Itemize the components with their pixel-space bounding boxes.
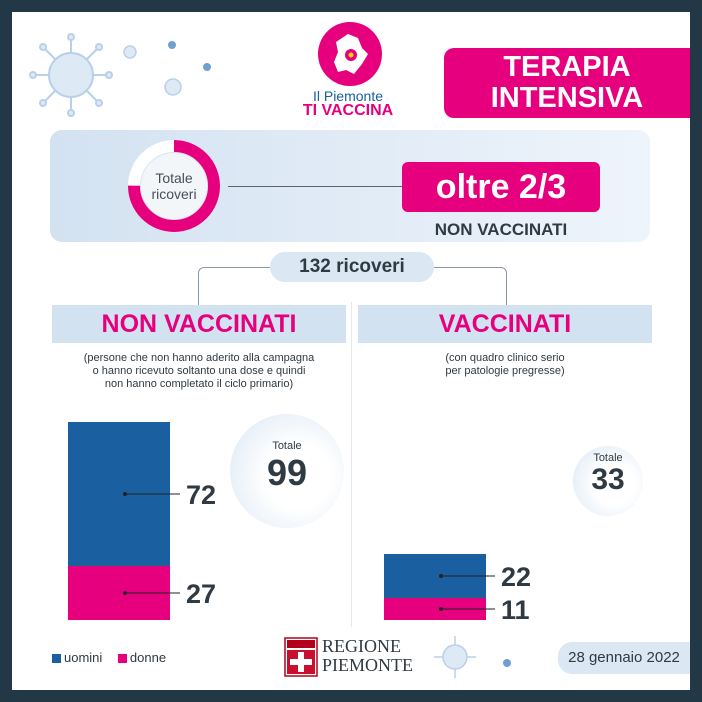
header-vaccinati: VACCINATI <box>358 305 652 343</box>
note-non-vaccinati: (persone che non hanno aderito alla camp… <box>52 352 346 391</box>
note-vaccinati: (con quadro clinico serio per patologie … <box>358 352 652 378</box>
note-line: per patologie pregresse) <box>445 365 565 377</box>
dot-icon <box>203 63 211 71</box>
date-badge: 28 gennaio 2022 <box>558 642 690 674</box>
donut-center <box>141 153 207 219</box>
note-line: (persone che non hanno aderito alla camp… <box>83 352 315 364</box>
data-label-uomini-1: 22 <box>501 562 531 592</box>
summary-band: Totale ricoveri oltre 2/3 NON VACCINATI <box>50 130 650 242</box>
donut-label-line2: ricoveri <box>151 186 197 202</box>
note-line: (con quadro clinico serio <box>445 352 565 364</box>
region-coat-of-arms-icon <box>284 637 318 677</box>
virus-icon <box>29 33 113 117</box>
bubble-value: 99 <box>266 452 308 493</box>
title-line1: TERAPIA <box>503 51 631 83</box>
total-bubble-vaccinati: Totale 33 <box>573 446 643 516</box>
infographic-card: Il Piemonte TI VACCINA TERAPIA INTENSIVA… <box>12 12 690 690</box>
donut-share-arc <box>128 140 220 232</box>
page-title: TERAPIA INTENSIVA <box>444 48 690 118</box>
region-name-line1: REGIONE <box>322 636 401 656</box>
region-name: REGIONE PIEMONTE <box>322 637 432 675</box>
data-label-dot <box>439 607 443 611</box>
logo-text-line1: Il Piemonte <box>312 88 384 104</box>
data-label-dot <box>123 591 127 595</box>
bar-uomini-0 <box>68 422 170 566</box>
total-ricoveri-pill: 132 ricoveri <box>270 252 434 282</box>
legend-label-donne: donne <box>129 650 167 665</box>
donut-chart <box>128 140 220 232</box>
data-label-uomini-0: 72 <box>186 480 216 510</box>
logo-text-line2: TI VACCINA <box>302 102 394 119</box>
virus-icon <box>164 78 182 96</box>
campaign-logo <box>318 22 382 86</box>
fraction-subtitle: NON VACCINATI <box>434 220 568 239</box>
header-non-vaccinati: NON VACCINATI <box>52 305 346 343</box>
legend-label-uomini: uomini <box>64 650 103 665</box>
bar-donne-0 <box>68 566 170 620</box>
note-line: non hanno completato il ciclo primario) <box>104 378 294 390</box>
legend: uomini donne <box>52 650 166 666</box>
note-line: o hanno ricevuto soltanto una dose e qui… <box>92 365 306 377</box>
total-bubble-non-vaccinati: Totale 99 <box>230 414 344 528</box>
legend-swatch-uomini <box>52 654 61 664</box>
piemonte-map-icon <box>334 34 368 74</box>
column-divider <box>351 302 352 627</box>
donut-label-line1: Totale <box>155 170 193 186</box>
bubble-label: Totale <box>272 440 302 452</box>
bubble-value: 33 <box>591 463 625 496</box>
virus-icon <box>123 45 137 59</box>
data-label-donne-1: 11 <box>501 595 530 625</box>
donut-label: Totale ricoveri <box>134 170 214 202</box>
dot-icon <box>168 41 176 49</box>
fraction-highlight: oltre 2/3 <box>402 162 600 212</box>
data-label-donne-0: 27 <box>186 579 216 609</box>
title-line2: INTENSIVA <box>490 82 644 114</box>
legend-swatch-donne <box>117 654 127 664</box>
connector-line <box>228 186 403 187</box>
dot-icon <box>503 659 511 667</box>
bubble-label: Totale <box>593 452 623 464</box>
region-name-line2: PIEMONTE <box>322 655 413 675</box>
bar-uomini-1 <box>384 554 486 598</box>
data-label-dot <box>439 574 443 578</box>
virus-icon <box>434 636 476 678</box>
bar-donne-1 <box>384 598 486 620</box>
data-label-dot <box>123 492 127 496</box>
